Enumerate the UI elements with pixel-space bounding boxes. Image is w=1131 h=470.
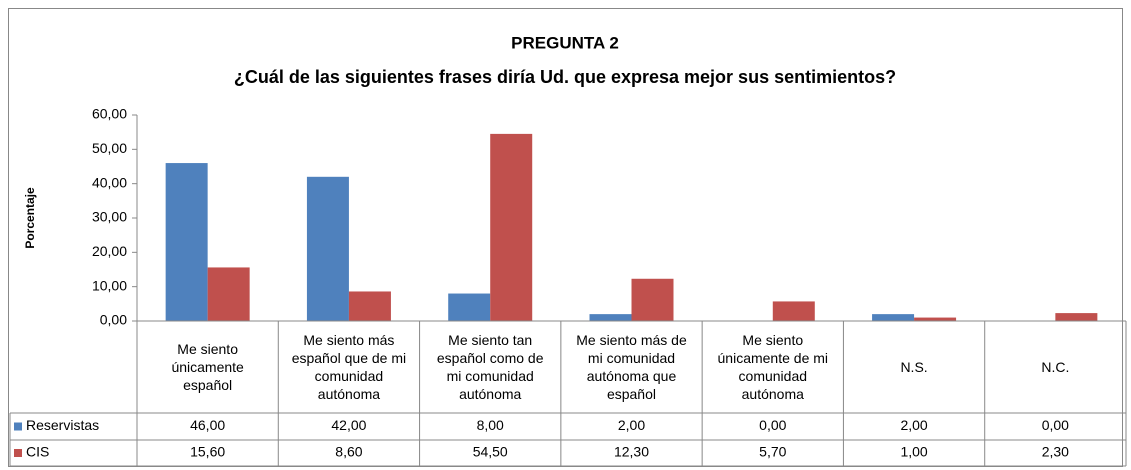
y-tick-label: 10,00: [92, 277, 127, 293]
table-value: 15,60: [190, 444, 225, 460]
bar: [448, 293, 491, 321]
x-tick-label: Me siento más de mi comunidad autónoma q…: [576, 332, 687, 402]
y-tick-label: 40,00: [92, 174, 127, 190]
bar: [490, 133, 533, 321]
table-value: 54,50: [473, 444, 508, 460]
bar: [914, 317, 957, 321]
x-tick-label-box: Me siento más español que de mi comunida…: [291, 332, 407, 402]
table-value: 42,00: [331, 417, 366, 433]
bar: [772, 301, 815, 321]
bar: [872, 314, 915, 321]
x-tick-label: Me siento tan español como de mi comunid…: [436, 332, 544, 402]
x-tick-label-box: N.C.: [1041, 359, 1070, 375]
table-value: 2,00: [900, 417, 927, 433]
legend-label: Reservistas: [26, 417, 99, 433]
x-tick-label: N.S.: [900, 359, 928, 375]
bar: [631, 278, 674, 321]
table-value: 5,70: [759, 444, 786, 460]
table-value: 8,00: [477, 417, 504, 433]
x-tick-label-box: Me siento tan español como de mi comunid…: [436, 332, 544, 402]
table-value: 0,00: [1042, 417, 1069, 433]
y-tick-label: 0,00: [100, 312, 127, 328]
chart-title: PREGUNTA 2: [511, 33, 619, 52]
y-tick-label: 50,00: [92, 140, 127, 156]
x-tick-label: Me siento únicamente de mi comunidad aut…: [717, 332, 829, 402]
bar: [348, 291, 391, 321]
x-tick-label-box: N.S.: [900, 359, 928, 375]
table-value: 12,30: [614, 444, 649, 460]
x-tick-label: Me siento únicamente español: [171, 341, 244, 393]
legend-swatch: [14, 449, 22, 457]
bar: [589, 314, 632, 321]
x-tick-label-box: Me siento más de mi comunidad autónoma q…: [576, 332, 687, 402]
legend-swatch: [14, 422, 22, 431]
table-value: 46,00: [190, 417, 225, 433]
x-tick-label-box: Me siento únicamente de mi comunidad aut…: [717, 332, 829, 402]
legend-label: CIS: [26, 444, 49, 460]
bar: [207, 267, 250, 321]
bar: [1055, 313, 1098, 321]
table-value: 8,60: [335, 444, 362, 460]
x-tick-label: N.C.: [1041, 359, 1070, 375]
table-value: 0,00: [759, 417, 786, 433]
y-tick-label: 20,00: [92, 243, 127, 259]
table-value: 2,30: [1042, 444, 1069, 460]
x-tick-label-box: Me siento únicamente español: [171, 341, 244, 393]
bar: [306, 176, 349, 321]
y-axis-label: Porcentaje: [23, 187, 37, 249]
table-value: 1,00: [900, 444, 927, 460]
y-tick-label: 60,00: [92, 106, 127, 122]
chart-subtitle: ¿Cuál de las siguientes frases diría Ud.…: [234, 67, 896, 87]
table-value: 2,00: [618, 417, 645, 433]
y-tick-label: 30,00: [92, 209, 127, 225]
bar: [165, 163, 208, 321]
x-tick-label: Me siento más español que de mi comunida…: [291, 332, 407, 402]
